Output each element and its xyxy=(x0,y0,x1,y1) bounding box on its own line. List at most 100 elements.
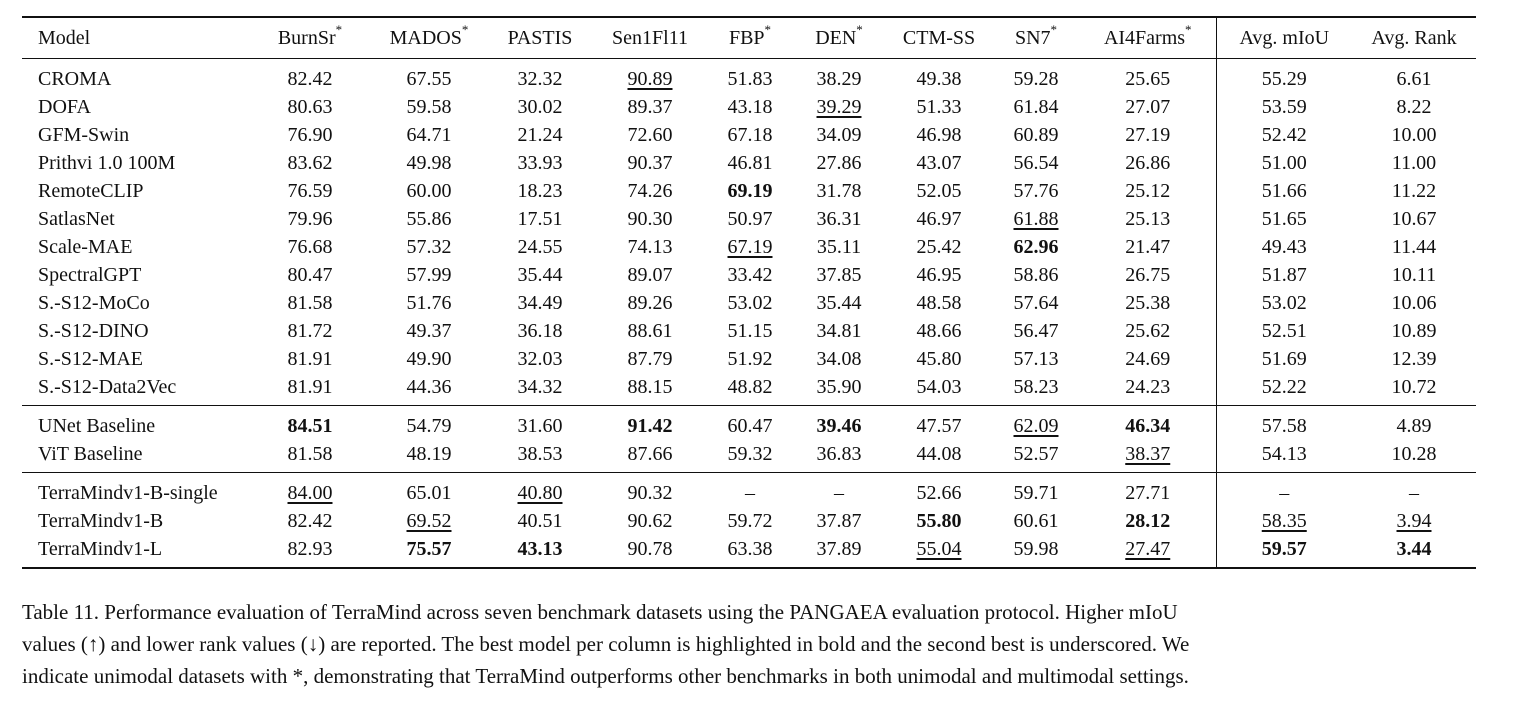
score-value: 82.93 xyxy=(287,538,333,560)
score-value: 75.57 xyxy=(406,538,452,560)
unimodal-marker: * xyxy=(1185,22,1192,38)
score-value: 25.38 xyxy=(1125,292,1171,314)
score-cell: 10.06 xyxy=(1352,289,1476,317)
score-value: 65.01 xyxy=(406,482,452,504)
score-cell: 34.32 xyxy=(488,373,592,406)
score-value: 81.91 xyxy=(287,348,333,370)
model-name-cell: DOFA xyxy=(38,96,91,118)
score-value: 53.02 xyxy=(727,292,773,314)
score-cell: 55.04 xyxy=(886,535,992,568)
score-cell: 58.86 xyxy=(992,261,1080,289)
score-value: 67.18 xyxy=(727,124,773,146)
table-row: ViT Baseline 81.58 48.19 38.53 87.66 59.32 36.… xyxy=(22,440,1476,473)
score-cell: 89.37 xyxy=(592,93,708,121)
score-cell: 62.09 xyxy=(992,406,1080,441)
model-name-cell: UNet Baseline xyxy=(38,415,156,437)
score-cell: 52.42 xyxy=(1215,121,1352,149)
model-name-cell: SpectralGPT xyxy=(38,264,142,286)
score-cell: 69.19 xyxy=(708,177,792,205)
score-value: 28.12 xyxy=(1125,510,1171,532)
score-value: 52.05 xyxy=(916,180,962,202)
score-cell: 84.51 xyxy=(250,406,370,441)
terramind-group: TerraMindv1-B-single 84.00 65.01 40.80 90.32… xyxy=(22,472,1476,568)
score-value: 32.32 xyxy=(517,68,563,90)
score-cell: 10.67 xyxy=(1352,205,1476,233)
score-value: 51.66 xyxy=(1261,180,1307,202)
score-cell: 51.87 xyxy=(1215,261,1352,289)
score-value: 67.19 xyxy=(727,236,773,258)
model-name-cell: TerraMindv1-B xyxy=(38,510,164,532)
table-row: GFM-Swin 76.90 64.71 21.24 72.60 67.18 34.09 46… xyxy=(22,121,1476,149)
score-value: 25.13 xyxy=(1125,208,1171,230)
score-cell: 56.47 xyxy=(992,317,1080,345)
score-cell: 57.13 xyxy=(992,345,1080,373)
score-cell: 3.44 xyxy=(1352,535,1476,568)
score-value: 57.99 xyxy=(406,264,452,286)
score-value: 49.43 xyxy=(1261,236,1307,258)
model-name-cell: S.-S12-DINO xyxy=(38,320,149,342)
score-value: 82.42 xyxy=(287,510,333,532)
score-value: 60.61 xyxy=(1013,510,1059,532)
score-cell: 81.72 xyxy=(250,317,370,345)
score-cell: 52.51 xyxy=(1215,317,1352,345)
score-cell: 51.76 xyxy=(370,289,488,317)
score-value: 33.93 xyxy=(517,152,563,174)
score-value: 26.75 xyxy=(1125,264,1171,286)
score-cell: 48.82 xyxy=(708,373,792,406)
score-cell: 69.52 xyxy=(370,507,488,535)
score-value: 48.66 xyxy=(916,320,962,342)
score-value: 34.09 xyxy=(816,124,862,146)
score-value: 67.55 xyxy=(406,68,452,90)
score-cell: 51.92 xyxy=(708,345,792,373)
score-cell: 25.38 xyxy=(1080,289,1216,317)
score-cell: 53.02 xyxy=(708,289,792,317)
score-value: 10.89 xyxy=(1391,320,1437,342)
score-cell: 27.47 xyxy=(1080,535,1216,568)
unimodal-marker: * xyxy=(764,22,772,38)
score-value: 52.57 xyxy=(1013,443,1059,465)
score-value: 87.66 xyxy=(627,443,673,465)
score-cell: 53.59 xyxy=(1215,93,1352,121)
score-value: 11.00 xyxy=(1391,152,1437,174)
score-value: 53.59 xyxy=(1261,96,1307,118)
score-value: 38.53 xyxy=(517,443,563,465)
score-value: 34.32 xyxy=(517,376,563,398)
score-value: 36.31 xyxy=(816,208,862,230)
score-cell: 25.62 xyxy=(1080,317,1216,345)
score-value: 89.07 xyxy=(627,264,673,286)
unimodal-marker: * xyxy=(856,22,863,38)
score-cell: 57.58 xyxy=(1215,405,1352,440)
score-value: 54.13 xyxy=(1261,443,1307,465)
score-cell: 54.03 xyxy=(886,373,992,406)
score-cell: 90.37 xyxy=(592,149,708,177)
score-cell: 21.24 xyxy=(488,121,592,149)
score-value: – xyxy=(1279,482,1290,504)
caption-line: indicate unimodal datasets with *, demon… xyxy=(22,664,1189,688)
score-value: 81.58 xyxy=(287,292,333,314)
column-header: SN7* xyxy=(992,17,1080,59)
score-value: 49.37 xyxy=(406,320,452,342)
score-value: 46.81 xyxy=(727,152,773,174)
score-cell: 25.65 xyxy=(1080,59,1216,94)
score-cell: 27.71 xyxy=(1080,473,1216,508)
score-cell: 26.75 xyxy=(1080,261,1216,289)
score-cell: 36.83 xyxy=(792,440,886,473)
score-cell: 60.47 xyxy=(708,406,792,441)
score-cell: 40.51 xyxy=(488,507,592,535)
score-value: 57.32 xyxy=(406,236,452,258)
score-cell: 59.58 xyxy=(370,93,488,121)
score-cell: 3.94 xyxy=(1352,507,1476,535)
score-cell: 31.78 xyxy=(792,177,886,205)
caption-line: values (↑) and lower rank values (↓) are… xyxy=(22,632,1190,656)
score-cell: 52.57 xyxy=(992,440,1080,473)
score-cell: 89.07 xyxy=(592,261,708,289)
model-name-cell: SatlasNet xyxy=(38,208,115,230)
column-header: FBP* xyxy=(708,17,792,59)
score-value: 27.71 xyxy=(1125,482,1171,504)
table-row: S.-S12-DINO 81.72 49.37 36.18 88.61 51.15 34.8… xyxy=(22,317,1476,345)
unimodal-marker: * xyxy=(1050,22,1058,38)
model-name-cell: CROMA xyxy=(38,68,112,90)
score-value: 10.28 xyxy=(1391,443,1437,465)
score-cell: 52.05 xyxy=(886,177,992,205)
score-cell: 74.13 xyxy=(592,233,708,261)
